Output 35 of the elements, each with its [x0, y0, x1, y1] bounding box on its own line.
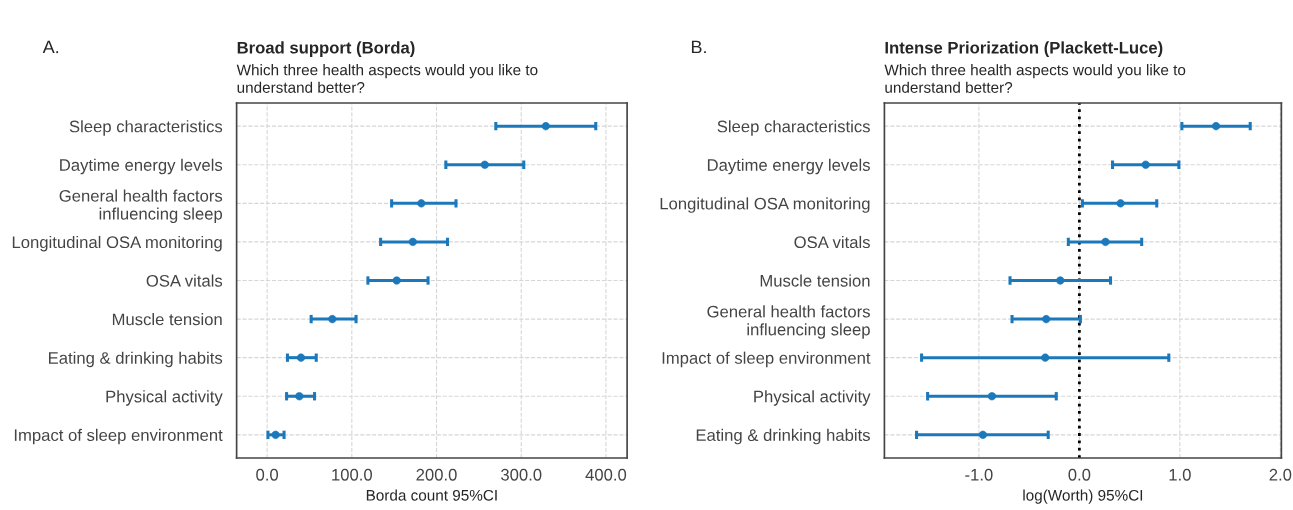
y-tick-label: Longitudinal OSA monitoring — [12, 235, 222, 252]
y-tick-label: Sleep characteristics — [69, 120, 223, 136]
x-axis-title: log(Worth) 95%CI — [1023, 489, 1143, 504]
y-tick-label: Physical activity — [754, 390, 871, 406]
x-tick-label: 100.0 — [332, 468, 373, 481]
y-tick-label: Eating & drinking habits — [49, 351, 223, 368]
y-tick-label: OSA vitals — [146, 274, 223, 287]
y-tick-label: Daytime energy levels — [60, 158, 223, 175]
chart-subtitle: Which three health aspects would you like to understand better? — [884, 64, 1186, 93]
chart-title: Intense Priorization (Plackett-Luce) — [885, 41, 1163, 57]
y-tick-label: General health factors influencing sleep — [707, 305, 870, 339]
x-tick-label: 0.0 — [256, 468, 279, 481]
x-tick-label: 0.0 — [1068, 468, 1091, 481]
y-tick-label: Physical activity — [106, 390, 223, 406]
chart-subtitle: Which three health aspects would you like to understand better? — [236, 64, 538, 93]
y-tick-label: General health factors influencing sleep — [59, 189, 223, 224]
x-tick-label: 400.0 — [585, 468, 627, 481]
x-tick-label: 1.0 — [1169, 468, 1191, 481]
y-tick-label: Impact of sleep environment — [662, 351, 871, 368]
y-tick-label: Impact of sleep environment — [14, 428, 223, 445]
y-tick-label: Sleep characteristics — [717, 120, 870, 136]
x-axis-title: Borda count 95%CI — [366, 489, 497, 501]
x-tick-label: 300.0 — [501, 468, 542, 481]
text: B. — [691, 40, 706, 54]
text: A. — [42, 40, 59, 54]
x-tick-label: -1.0 — [965, 468, 993, 481]
y-tick-label: Muscle tension — [760, 274, 870, 287]
y-tick-label: Eating & drinking habits — [696, 428, 870, 445]
chart-title: Broad support (Borda) — [237, 41, 415, 57]
x-tick-label: 200.0 — [416, 468, 457, 481]
y-tick-label: Daytime energy levels — [707, 158, 870, 175]
y-tick-label: Muscle tension — [112, 313, 222, 326]
y-tick-label: Longitudinal OSA monitoring — [660, 197, 870, 213]
x-tick-label: 2.0 — [1269, 468, 1292, 481]
y-tick-label: OSA vitals — [794, 235, 870, 249]
